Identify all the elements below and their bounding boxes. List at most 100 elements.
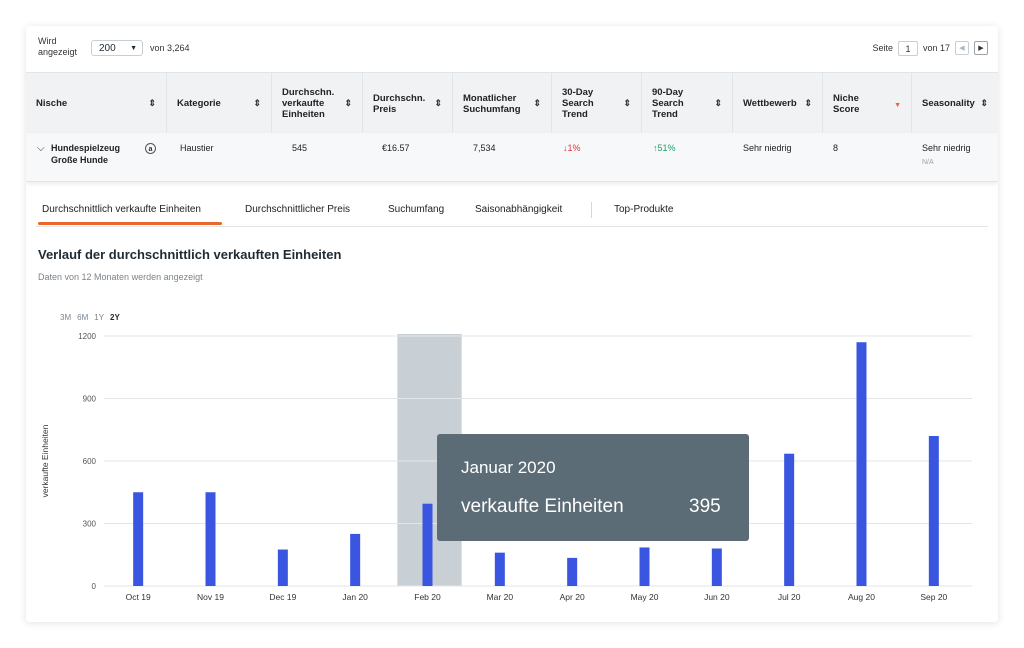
y-tick-label: 1200 (78, 332, 96, 341)
y-axis-label: verkaufte Einheiten (40, 424, 50, 497)
tab-avg-price[interactable]: Durchschnittlicher Preis (245, 204, 351, 215)
chart-title: Verlauf der durchschnittlich verkauften … (38, 247, 342, 262)
x-tick-label: Sep 20 (920, 592, 947, 602)
bar (350, 533, 361, 586)
bar (133, 492, 144, 586)
x-tick-label: Apr 20 (560, 592, 585, 602)
x-tick-label: Oct 19 (126, 592, 151, 602)
results-toolbar: Wird angezeigt 200 ▼ von 3,264 Seite 1 v… (26, 26, 998, 72)
column-header-label: 30-Day Search Trend (562, 87, 594, 120)
bar (856, 342, 867, 586)
tab-seasonality[interactable]: Saisonabhängigkeit (475, 204, 563, 215)
sort-icon: ⇕ (253, 98, 261, 108)
cell-search-volume: 7,534 (473, 143, 496, 153)
range-6m[interactable]: 6M (77, 313, 89, 322)
sort-icon: ⇕ (148, 98, 156, 108)
y-tick-label: 0 (92, 582, 97, 591)
cell-trend-90: ↑51% (653, 142, 676, 154)
column-header-label: Durchschn. verkaufte Einheiten (282, 87, 335, 120)
cell-seasonality: Sehr niedrig N/A (922, 142, 971, 169)
column-header-avg-price[interactable]: Durchschn. Preis ⇕ (363, 73, 453, 134)
tab-avg-units[interactable]: Durchschnittlich verkaufte Einheiten (42, 204, 201, 215)
x-tick-label: Mar 20 (487, 592, 514, 602)
units-bar-chart: 0 300 600 900 1200 verkaufte Einheiten Oct 19 N… (40, 332, 972, 602)
column-header-niche[interactable]: Nische ⇕ (26, 73, 167, 134)
sort-desc-icon: ▼ (894, 102, 901, 109)
range-2y[interactable]: 2Y (110, 313, 120, 322)
previous-page-button[interactable]: ◀ (955, 41, 969, 55)
column-header-label: Seasonality (922, 98, 975, 109)
y-tick-label: 600 (83, 457, 97, 466)
page-count: von 17 (922, 43, 950, 53)
sort-icon: ⇕ (714, 98, 722, 108)
sort-icon: ⇕ (344, 98, 352, 108)
chart-subtitle: Daten von 12 Monaten werden angezeigt (38, 272, 203, 282)
arrow-up-icon: ↑ (653, 143, 658, 153)
niche-detail-card: Wird angezeigt 200 ▼ von 3,264 Seite 1 v… (26, 26, 998, 622)
column-header-trend-30[interactable]: 30-Day Search Trend ⇕ (552, 73, 642, 134)
sort-icon: ⇕ (533, 98, 541, 108)
bar (639, 547, 650, 586)
column-header-trend-90[interactable]: 90-Day Search Trend ⇕ (642, 73, 733, 134)
x-tick-label: Nov 19 (197, 592, 224, 602)
seasonality-value: Sehr niedrig (922, 143, 971, 153)
page-label: Seite (872, 43, 893, 53)
column-header-search-volume[interactable]: Monatlicher Suchumfang ⇕ (453, 73, 552, 134)
cell-niche-score: 8 (833, 143, 839, 153)
next-page-button[interactable]: ▶ (974, 41, 988, 55)
cell-avg-units: 545 (292, 143, 308, 153)
x-tick-label: May 20 (631, 592, 659, 602)
column-header-niche-score[interactable]: Niche Score ▼ (823, 73, 912, 134)
column-header-label: Wettbewerb (743, 98, 797, 109)
column-header-label: Nische (36, 98, 68, 109)
table-row[interactable]: ⌵ Hundespielzeug Große Hunde a Haustier … (26, 133, 998, 182)
tab-search-volume[interactable]: Suchumfang (388, 204, 445, 215)
bar (567, 557, 578, 586)
bar (784, 453, 795, 586)
trend-90-value: 51% (657, 143, 676, 153)
x-tick-label: Dec 19 (269, 592, 296, 602)
tab-divider (591, 202, 592, 218)
cell-category: Haustier (180, 143, 214, 153)
column-header-label: Monatlicher Suchumfang (463, 92, 521, 115)
column-header-competition[interactable]: Wettbewerb ⇕ (733, 73, 823, 134)
cell-niche[interactable]: Hundespielzeug Große Hunde (51, 143, 121, 165)
column-header-avg-units[interactable]: Durchschn. verkaufte Einheiten ⇕ (272, 73, 363, 134)
pagination: Seite 1 von 17 ◀ ▶ (872, 40, 988, 56)
column-header-label: Niche Score (833, 92, 860, 115)
bar (277, 549, 288, 586)
x-tick-label: Jun 20 (704, 592, 730, 602)
x-tick-label: Jan 20 (342, 592, 368, 602)
bar (422, 503, 433, 586)
tooltip-metric: verkaufte Einheiten (461, 496, 624, 517)
y-tick-label: 900 (83, 395, 97, 404)
range-1y[interactable]: 1Y (94, 313, 105, 322)
bar (711, 548, 722, 586)
bar (205, 492, 216, 586)
range-3m[interactable]: 3M (60, 313, 72, 322)
x-tick-label: Aug 20 (848, 592, 875, 602)
column-header-label: Durchschn. Preis (373, 92, 426, 115)
active-tab-indicator (38, 222, 222, 225)
amazon-icon[interactable]: a (145, 143, 156, 154)
page-input[interactable]: 1 (897, 40, 918, 56)
range-selector: 3M 6M 1Y 2Y (60, 313, 120, 322)
x-tick-label: Feb 20 (414, 592, 441, 602)
results-total: von 3,264 (150, 43, 190, 53)
expand-chevron-icon[interactable]: ⌵ (37, 143, 45, 154)
chart-tabs: Durchschnittlich verkaufte Einheiten Dur… (36, 194, 988, 227)
table-header: Nische ⇕ Kategorie ⇕ Durchschn. verkaufte … (26, 72, 998, 135)
tooltip-month: Januar 2020 (461, 458, 556, 477)
tooltip-value: 395 (689, 496, 721, 517)
column-header-label: Kategorie (177, 98, 221, 109)
trend-30-value: 1% (567, 143, 581, 153)
chart-tooltip: Januar 2020 verkaufte Einheiten 395 (437, 434, 749, 541)
column-header-category[interactable]: Kategorie ⇕ (167, 73, 272, 134)
per-page-value: 200 (99, 43, 116, 54)
cell-avg-price: €16.57 (382, 143, 410, 153)
chevron-down-icon: ▼ (130, 45, 137, 52)
column-header-seasonality[interactable]: Seasonality ⇕ (912, 73, 998, 134)
per-page-select[interactable]: 200 ▼ (91, 40, 143, 56)
sort-icon: ⇕ (623, 98, 631, 108)
tab-top-products[interactable]: Top-Produkte (614, 204, 674, 215)
